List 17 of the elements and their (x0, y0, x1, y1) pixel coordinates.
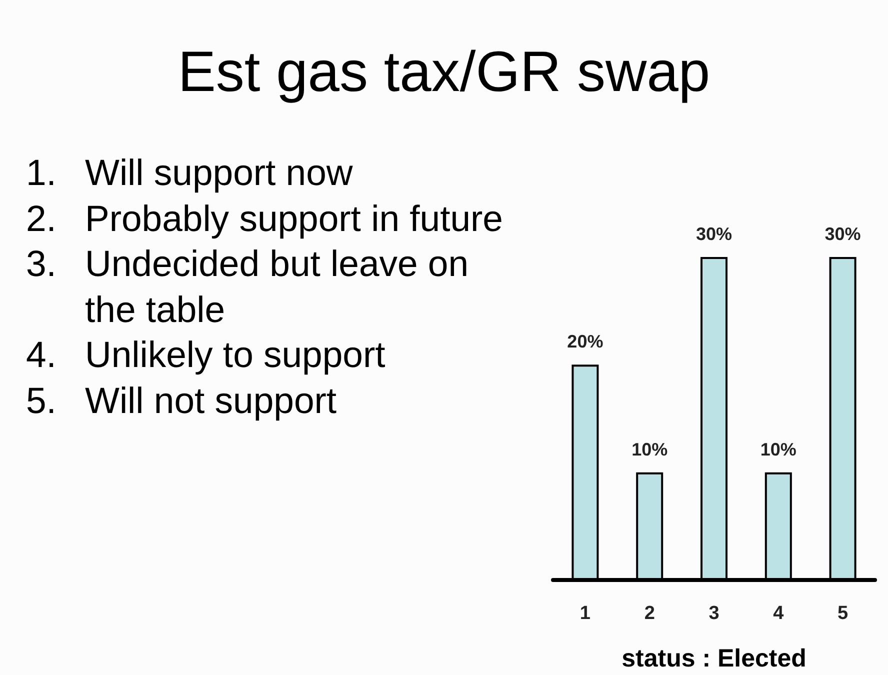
data-label: 30% (824, 224, 861, 244)
chart-title: Est gas tax/GR swap (176, 40, 712, 104)
x-axis-title: status : Elected (622, 644, 806, 672)
x-tick-label: 2 (644, 603, 655, 624)
text: 3. Undecided but leave on the table (26, 242, 470, 332)
text: 4. Unlikely to support (26, 333, 386, 377)
data-label: 10% (632, 439, 668, 460)
data-label: 10% (760, 439, 796, 460)
data-label: 20% (567, 332, 604, 352)
text: 5. Will not support (26, 378, 338, 423)
x-tick-label: 3 (708, 603, 720, 624)
x-tick-label: 1 (580, 603, 591, 624)
x-tick-label: 5 (838, 603, 849, 624)
data-label: 30% (696, 224, 732, 244)
text: 1. Will support now (26, 151, 354, 195)
x-tick-label: 4 (773, 603, 784, 624)
text: 2. Probably support in future (26, 196, 504, 241)
